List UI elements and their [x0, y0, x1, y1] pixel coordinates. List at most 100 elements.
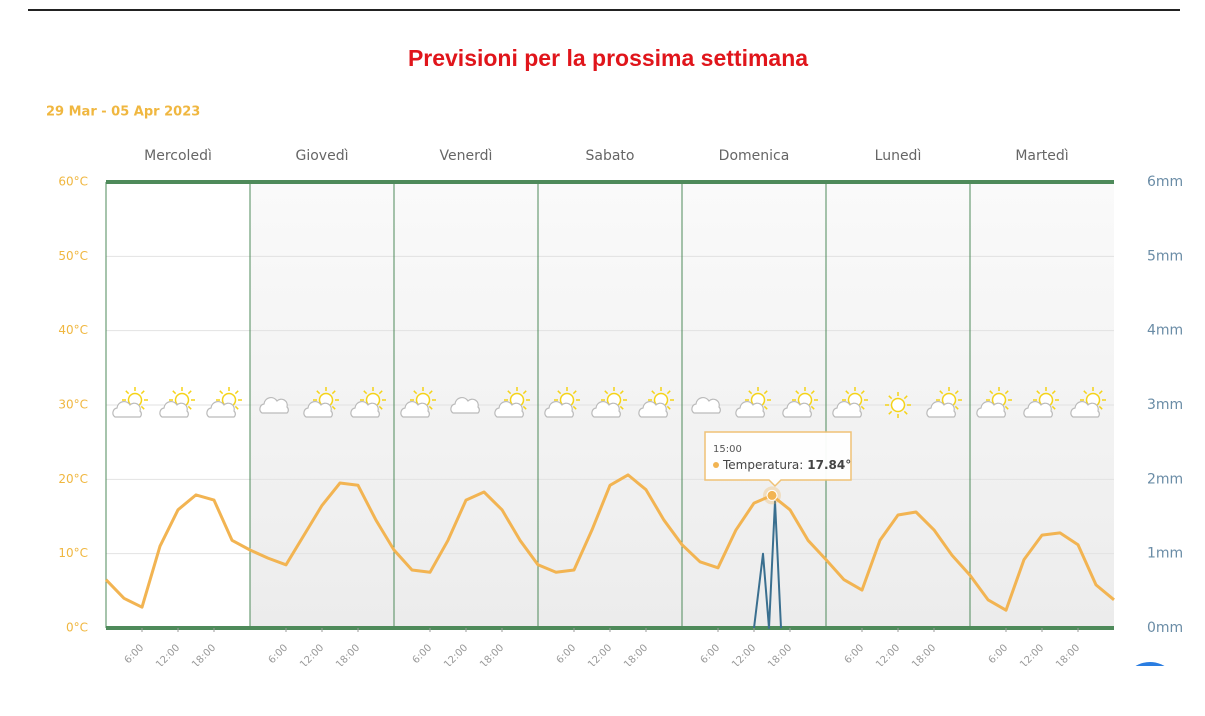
sun-ray — [1051, 405, 1056, 410]
day-label: Giovedì — [296, 148, 349, 164]
tooltip-dot — [713, 462, 719, 468]
y2-tick-label: 2mm — [1147, 471, 1183, 487]
sun-ray — [428, 405, 433, 410]
sun-ray — [888, 410, 893, 415]
weather-icon — [735, 387, 771, 418]
day-label: Domenica — [719, 148, 790, 164]
sun-ray — [810, 405, 815, 410]
y2-tick-label: 0mm — [1147, 620, 1183, 636]
day-label: Martedì — [1015, 148, 1068, 164]
sun-ray — [1036, 390, 1041, 395]
sun-ray — [1098, 405, 1103, 410]
sun-ray — [666, 390, 671, 395]
bottom-mask — [0, 666, 1205, 712]
weather-icon — [112, 387, 148, 418]
sun-ray — [219, 390, 224, 395]
x-tick-label: 6:00 — [555, 642, 579, 666]
sun-ray — [939, 390, 944, 395]
weather-icon — [832, 387, 868, 418]
y2-tick-label: 6mm — [1147, 174, 1183, 190]
sun-ray — [316, 390, 321, 395]
sun-ray — [378, 405, 383, 410]
tooltip-value: 17.84° — [807, 458, 851, 472]
cloud — [159, 400, 189, 418]
sun-ray — [187, 405, 192, 410]
sun-ray — [954, 405, 959, 410]
sun-ray — [378, 390, 383, 395]
weather-icon — [350, 387, 386, 418]
sun-ray — [954, 390, 959, 395]
day-label: Venerdì — [440, 148, 493, 164]
tooltip-label: Temperatura: 17.84° — [722, 458, 851, 472]
y2-tick-label: 4mm — [1147, 323, 1183, 339]
weather-icon — [544, 387, 580, 418]
sun-ray — [140, 405, 145, 410]
sun-ray — [413, 390, 418, 395]
y-tick-label: 0°C — [66, 621, 88, 635]
page-title: Previsioni per la prossima settimana — [408, 45, 808, 71]
weather-icon — [976, 387, 1012, 418]
sun-ray — [795, 390, 800, 395]
x-tick-label: 6:00 — [843, 642, 867, 666]
sun-ray — [619, 390, 624, 395]
sun-ray — [810, 390, 815, 395]
sun-ray — [428, 390, 433, 395]
cloud — [1023, 400, 1053, 418]
sun-ray — [140, 390, 145, 395]
y-tick-label: 10°C — [58, 546, 88, 560]
temperature-line — [104, 473, 1115, 612]
y-tick-label: 40°C — [58, 323, 88, 337]
cloud — [544, 400, 574, 418]
cloud — [1070, 400, 1100, 418]
sun-ray — [748, 390, 753, 395]
day-label: Lunedì — [875, 148, 922, 164]
cloud — [976, 400, 1006, 418]
sun-ray — [507, 390, 512, 395]
cloud — [691, 396, 721, 414]
y-tick-label: 30°C — [58, 398, 88, 412]
weather-icon — [591, 387, 627, 418]
tooltip-time: 15:00 — [713, 444, 742, 455]
sun-ray — [172, 390, 177, 395]
sun-ray — [557, 390, 562, 395]
cloud — [735, 400, 765, 418]
y-tick-label: 20°C — [58, 472, 88, 486]
sun-ray — [234, 405, 239, 410]
sun-ray — [125, 390, 130, 395]
sun-ray — [522, 390, 527, 395]
day-label: Mercoledì — [144, 148, 212, 164]
sun-ray — [522, 405, 527, 410]
x-tick-label: 6:00 — [267, 642, 291, 666]
cloud — [450, 396, 480, 414]
cloud — [638, 400, 668, 418]
sun-ray — [234, 390, 239, 395]
sun-ray — [1004, 405, 1009, 410]
sun-ray — [763, 405, 768, 410]
cloud — [303, 400, 333, 418]
cloud — [259, 396, 289, 414]
sun-ray — [619, 405, 624, 410]
sun-ray — [604, 390, 609, 395]
sun-ray — [1083, 390, 1088, 395]
cloud — [206, 400, 236, 418]
y2-tick-label: 5mm — [1147, 248, 1183, 264]
y2-tick-label: 1mm — [1147, 546, 1183, 562]
sun-ray — [331, 405, 336, 410]
weather-icon — [206, 387, 242, 418]
sun-ray — [1051, 390, 1056, 395]
weather-icon — [638, 387, 674, 418]
cloud — [832, 400, 862, 418]
day-label: Sabato — [586, 148, 635, 164]
date-range: 29 Mar - 05 Apr 2023 — [46, 105, 200, 120]
weather-icon — [400, 387, 436, 418]
weather-icon — [1023, 387, 1059, 418]
hover-point — [766, 489, 778, 501]
weather-icon — [926, 387, 962, 418]
sun-ray — [860, 405, 865, 410]
x-tick-label: 6:00 — [123, 642, 147, 666]
y2-tick-label: 3mm — [1147, 397, 1183, 413]
weather-icon — [259, 396, 289, 414]
sun-ray — [989, 390, 994, 395]
